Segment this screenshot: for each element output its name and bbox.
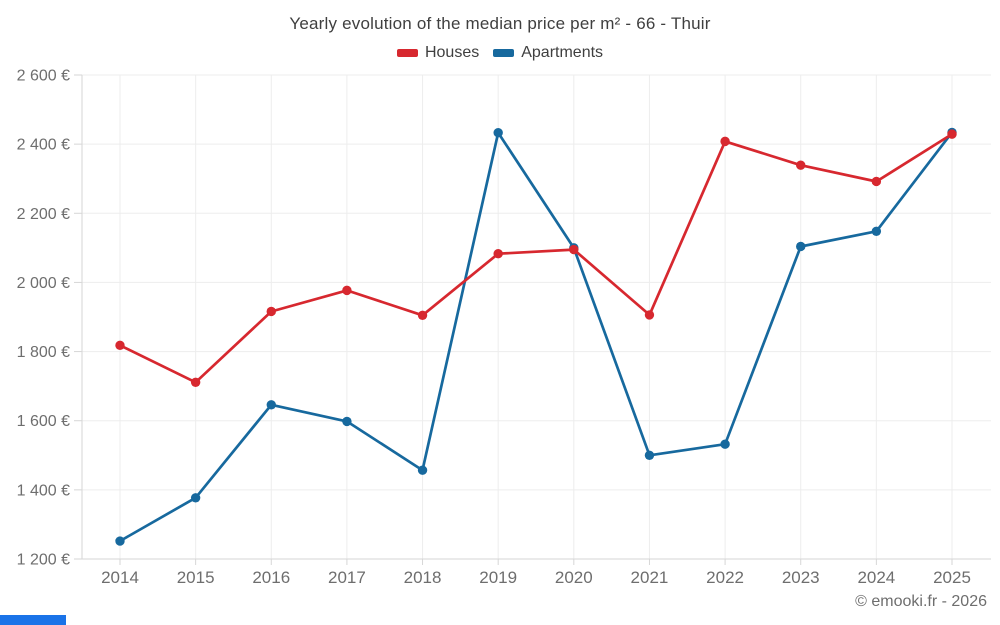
data-point-houses-2017[interactable]	[342, 285, 352, 296]
data-point-houses-2018[interactable]	[417, 310, 428, 320]
x-tick-label: 2016	[252, 568, 290, 587]
series-line-apartments	[118, 131, 954, 543]
legend: Houses Apartments	[0, 44, 1000, 62]
watermark-credit: © emooki.fr - 2026	[855, 593, 987, 610]
legend-item-apartments[interactable]: Apartments	[493, 44, 603, 62]
data-point-houses-2015[interactable]	[190, 377, 201, 388]
data-point-apartments-2016[interactable]	[266, 400, 276, 410]
y-tick-label: 2 200 €	[17, 206, 70, 223]
apartments-series-swatch	[493, 49, 515, 57]
x-tick-label: 2025	[933, 568, 971, 587]
data-point-apartments-2023[interactable]	[796, 241, 806, 252]
y-tick-label: 1 200 €	[17, 552, 70, 569]
x-tick-label: 2022	[706, 568, 744, 587]
data-point-apartments-2014[interactable]	[115, 536, 125, 546]
data-point-houses-2021[interactable]	[644, 310, 655, 320]
houses-series-swatch	[396, 49, 418, 57]
data-point-houses-2024[interactable]	[871, 176, 882, 187]
data-point-houses-2020[interactable]	[569, 244, 579, 255]
data-point-apartments-2018[interactable]	[417, 465, 428, 475]
data-point-houses-2025[interactable]	[947, 129, 957, 139]
x-tick-label: 2021	[631, 568, 669, 587]
series-line-houses	[118, 132, 954, 384]
data-point-houses-2016[interactable]	[266, 306, 276, 317]
data-point-apartments-2021[interactable]	[644, 450, 655, 460]
y-tick-label: 1 800 €	[17, 344, 70, 361]
x-tick-label: 2020	[555, 568, 593, 587]
x-tick-label: 2024	[857, 568, 895, 587]
y-tick-label: 1 400 €	[17, 482, 70, 499]
y-tick-label: 2 600 €	[17, 68, 70, 85]
data-point-houses-2022[interactable]	[720, 136, 730, 147]
x-tick-label: 2023	[782, 568, 820, 587]
data-point-apartments-2017[interactable]	[342, 416, 352, 427]
y-tick-label: 2 000 €	[17, 275, 70, 292]
legend-item-houses[interactable]: Houses	[396, 44, 480, 62]
x-tick-label: 2017	[328, 568, 366, 587]
data-point-apartments-2019[interactable]	[493, 128, 503, 138]
x-tick-label: 2014	[101, 568, 139, 587]
x-tick-label: 2015	[177, 568, 215, 587]
data-point-houses-2023[interactable]	[796, 160, 806, 170]
x-tick-label: 2018	[404, 568, 442, 587]
y-tick-label: 1 600 €	[17, 413, 70, 430]
chart-title: Yearly evolution of the median price per…	[289, 14, 711, 33]
data-point-houses-2014[interactable]	[115, 340, 125, 351]
data-point-apartments-2015[interactable]	[190, 493, 201, 503]
houses-legend-label: Houses	[424, 44, 480, 61]
x-tick-label: 2019	[479, 568, 517, 587]
data-point-houses-2019[interactable]	[493, 249, 503, 259]
y-tick-label: 2 400 €	[17, 137, 70, 154]
data-point-apartments-2022[interactable]	[720, 439, 730, 449]
apartments-legend-label: Apartments	[521, 44, 604, 61]
bottom-left-blue-bar	[0, 615, 66, 625]
data-point-apartments-2024[interactable]	[871, 226, 882, 236]
